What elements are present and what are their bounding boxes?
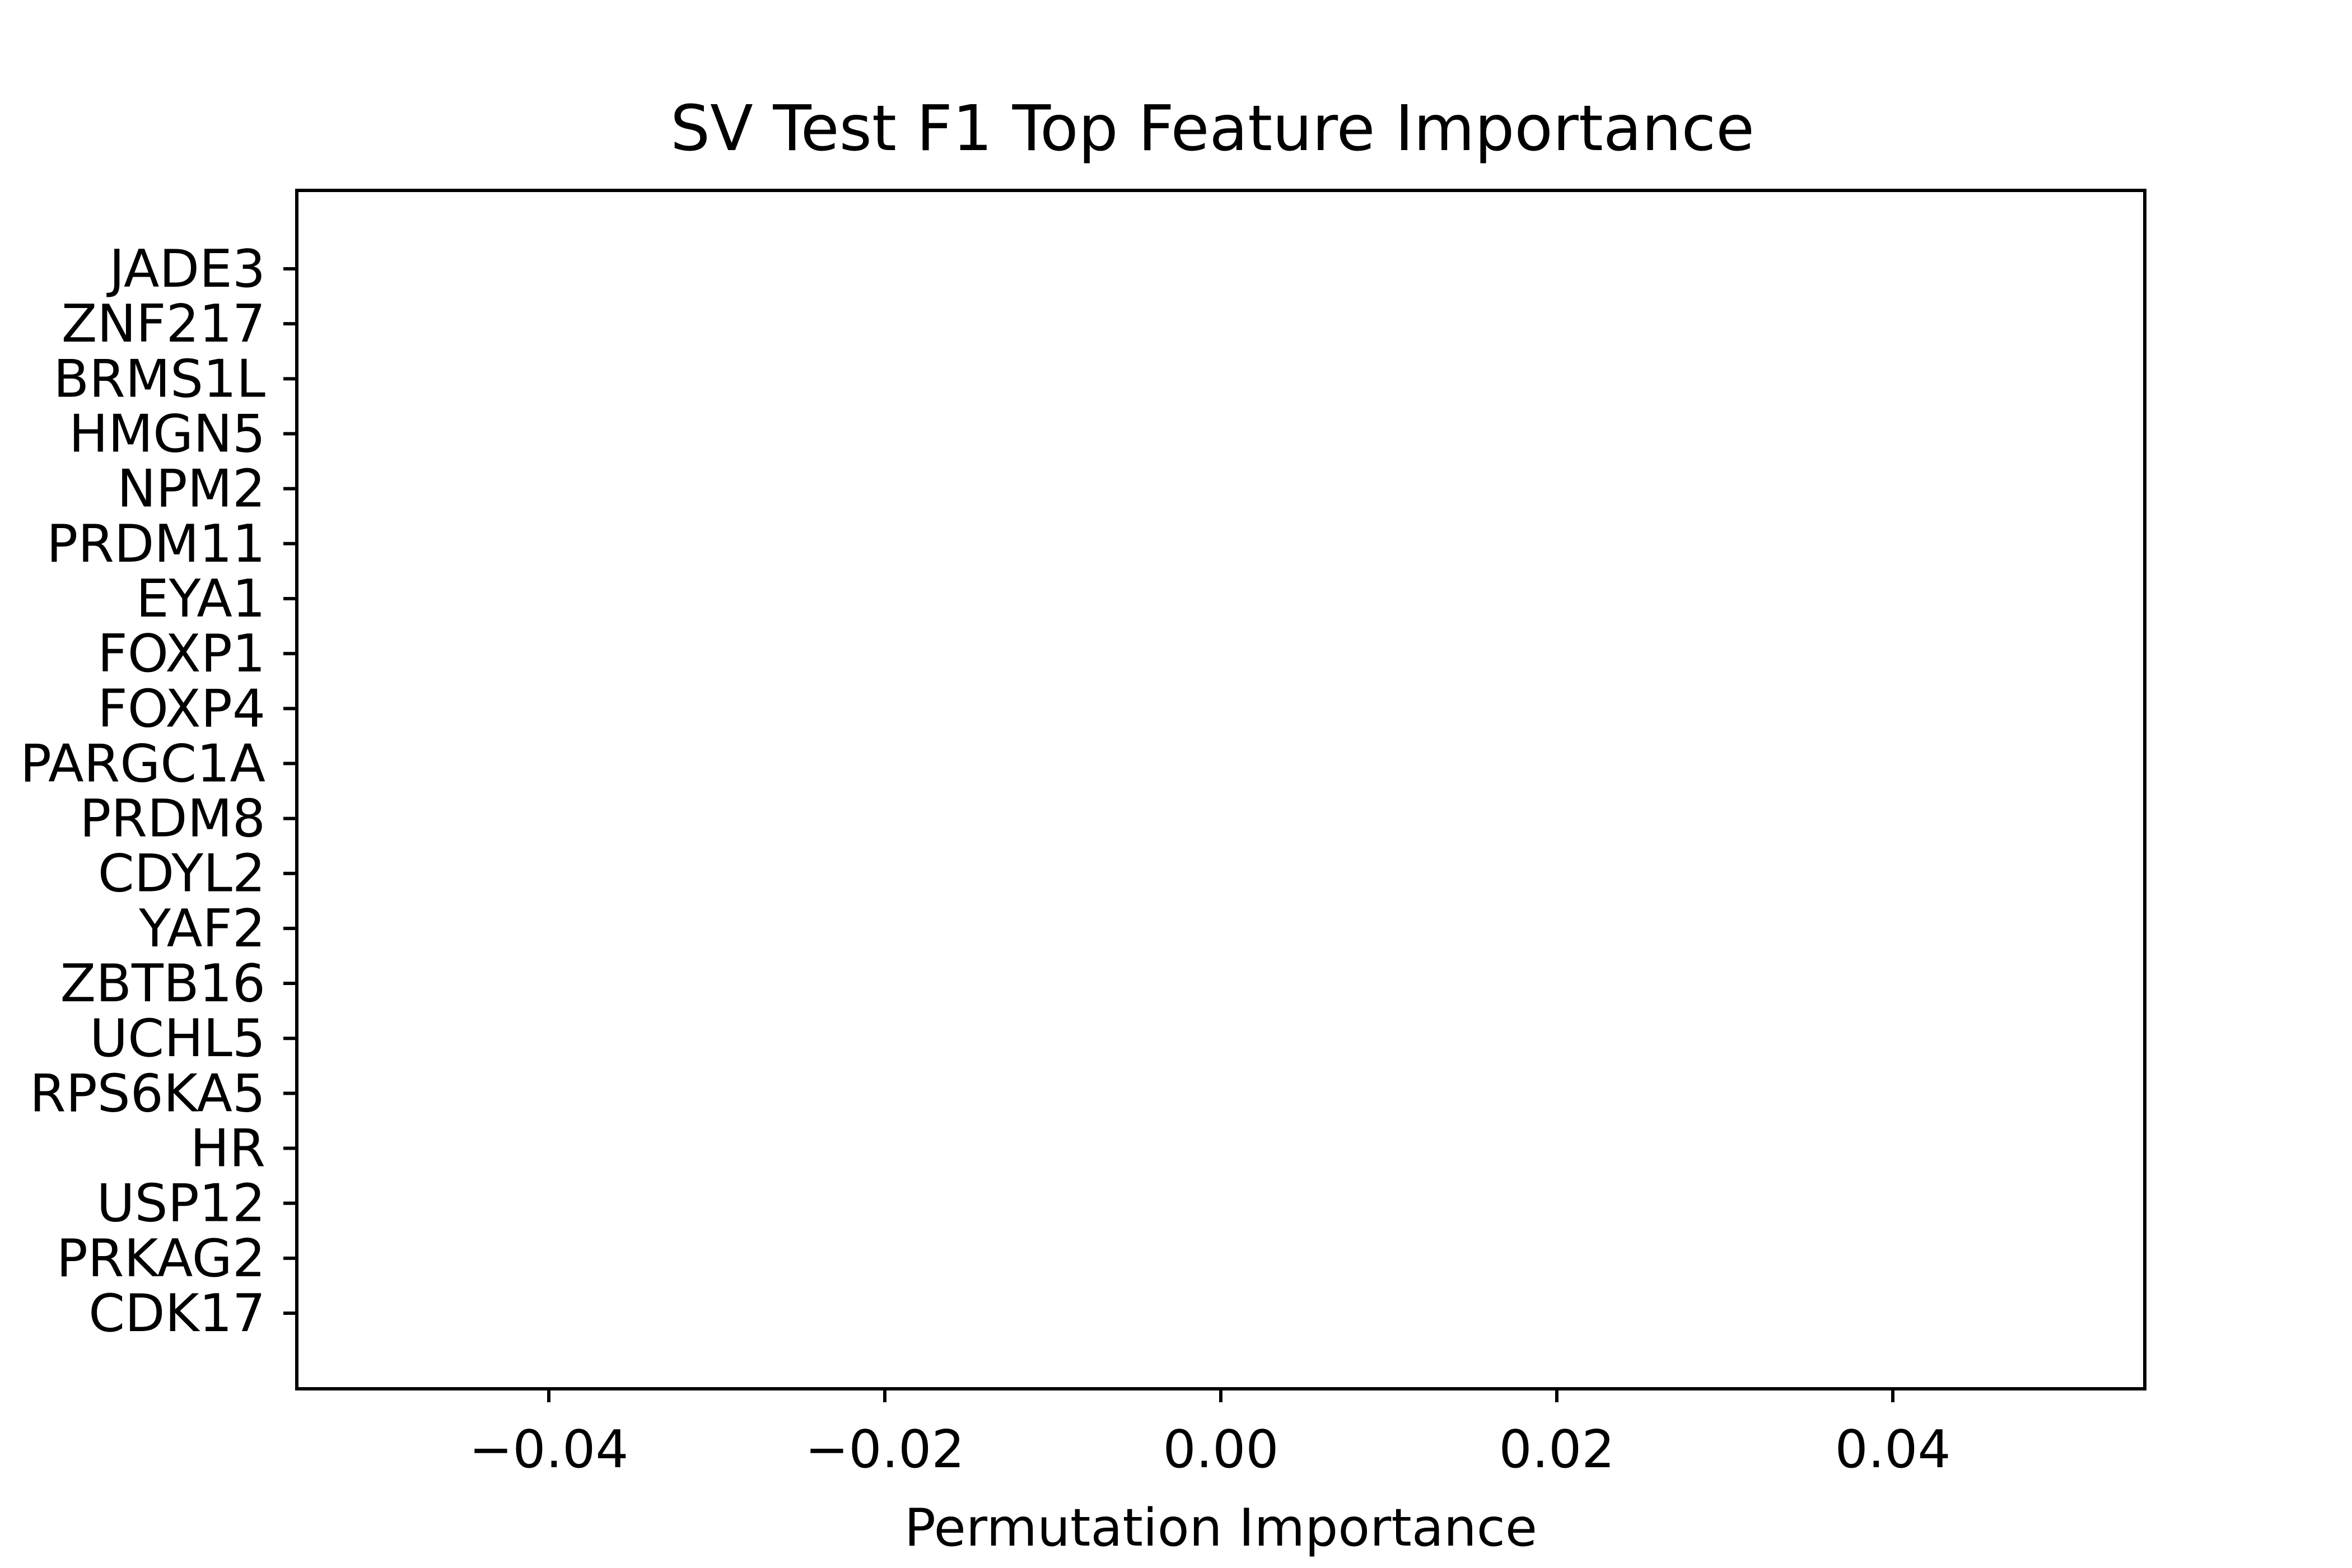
y-tick-label: PRKAG2 <box>57 1228 265 1289</box>
y-tick-label: ZBTB16 <box>60 953 265 1014</box>
x-tick-label: 0.00 <box>1163 1419 1278 1480</box>
y-tick-label: FOXP1 <box>97 623 265 684</box>
y-tick-label: EYA1 <box>136 568 265 629</box>
x-axis: −0.04 −0.02 0.00 0.02 0.04 <box>469 1389 1951 1480</box>
x-tick-label: 0.04 <box>1835 1419 1950 1480</box>
y-tick-label: ZNF217 <box>62 293 265 354</box>
y-tick-label: PRDM11 <box>46 514 265 574</box>
x-tick-label: −0.04 <box>469 1419 629 1480</box>
y-tick-label: RPS6KA5 <box>30 1063 265 1123</box>
x-tick-label: −0.02 <box>805 1419 965 1480</box>
y-tick-label: NPM2 <box>117 459 265 519</box>
plot-frame <box>295 189 2146 1390</box>
y-tick-label: UCHL5 <box>90 1008 265 1068</box>
y-tick-label: HR <box>190 1118 265 1179</box>
y-tick-label: PRDM8 <box>80 788 265 849</box>
y-tick-label: FOXP4 <box>97 678 265 739</box>
y-tick-label: HMGN5 <box>69 403 265 464</box>
x-tick-label: 0.02 <box>1499 1419 1614 1480</box>
y-tick-label: YAF2 <box>138 898 265 959</box>
x-axis-label: Permutation Importance <box>904 1497 1537 1558</box>
y-tick-label: BRMS1L <box>53 348 265 409</box>
y-tick-label: USP12 <box>96 1173 265 1234</box>
y-tick-label: JADE3 <box>106 239 265 299</box>
chart-title: SV Test F1 Top Feature Importance <box>670 92 1754 165</box>
y-tick-label: CDYL2 <box>98 843 265 904</box>
y-axis: JADE3ZNF217BRMS1LHMGN5NPM2PRDM11EYA1FOXP… <box>20 239 297 1343</box>
y-tick-label: CDK17 <box>88 1283 265 1343</box>
y-tick-label: PARGC1A <box>20 733 265 794</box>
